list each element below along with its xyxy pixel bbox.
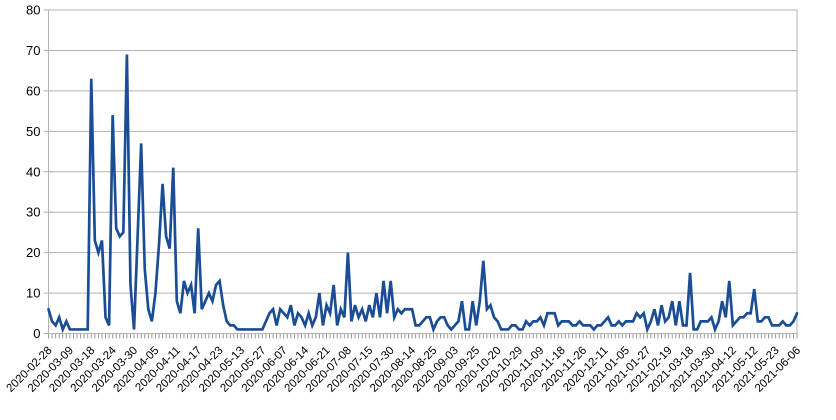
y-axis-label: 0 <box>33 326 40 341</box>
y-axis-label: 60 <box>26 83 40 98</box>
y-axis-label: 80 <box>26 3 40 18</box>
y-axis-label: 30 <box>26 205 40 220</box>
y-axis-label: 20 <box>26 245 40 260</box>
y-axis-label: 10 <box>26 286 40 301</box>
y-axis-label: 50 <box>26 124 40 139</box>
series-line <box>47 54 799 334</box>
y-axis-label: 40 <box>26 164 40 179</box>
y-axis-label: 70 <box>26 43 40 58</box>
